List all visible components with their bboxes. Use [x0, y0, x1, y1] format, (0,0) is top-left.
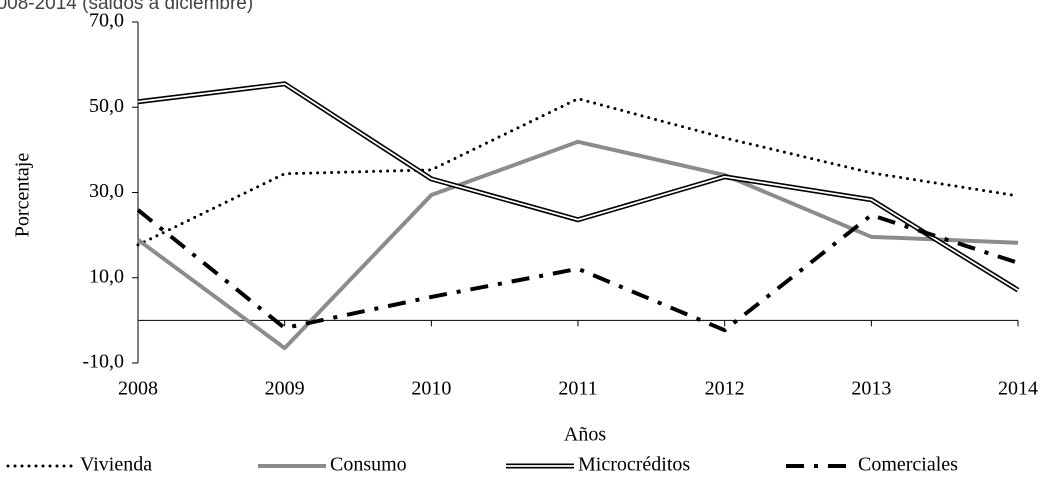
x-tick-label: 2008 — [118, 378, 158, 400]
x-tick-label: 2009 — [265, 378, 305, 400]
x-axis-label: Años — [564, 424, 606, 446]
series-line-inner — [137, 82, 1019, 291]
series-line — [136, 139, 1019, 351]
y-tick-label: 50,0 — [89, 95, 124, 117]
x-tick-label: 2014 — [998, 378, 1038, 400]
series-line — [136, 208, 1019, 333]
x-tick-label: 2011 — [558, 378, 597, 400]
legend-label: Microcréditos — [578, 454, 690, 476]
series-line — [136, 97, 1020, 247]
legend-label: Vivienda — [80, 454, 152, 476]
y-axis-label: Porcentaje — [12, 153, 34, 238]
y-tick-label: 10,0 — [89, 265, 124, 287]
legend-label: Consumo — [330, 454, 407, 476]
y-tick-label: 70,0 — [89, 10, 124, 32]
legend-label: Comerciales — [858, 454, 958, 476]
y-tick-label: -10,0 — [82, 351, 124, 373]
y-tick-label: 30,0 — [89, 180, 124, 202]
series-line — [137, 81, 1020, 293]
x-tick-label: 2010 — [411, 378, 451, 400]
chart-title: 2008-2014 (saldos a diciembre) — [0, 0, 253, 14]
x-tick-label: 2013 — [851, 378, 891, 400]
x-tick-label: 2012 — [705, 378, 745, 400]
